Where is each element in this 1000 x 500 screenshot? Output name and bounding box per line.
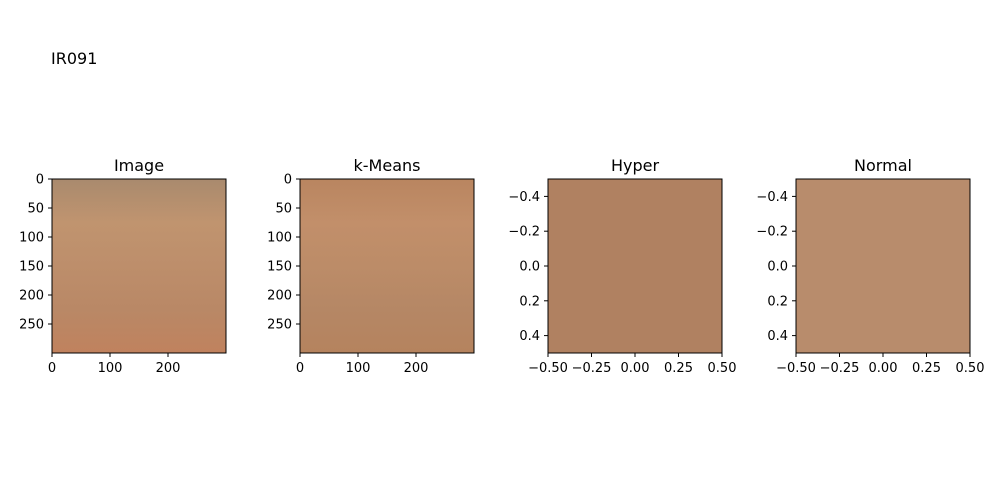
x-tick-label: −0.50	[528, 361, 568, 376]
y-tick-label: 200	[267, 289, 292, 304]
y-tick-label: 200	[19, 289, 44, 304]
x-tick-label: −0.50	[776, 361, 816, 376]
y-tick-label: 0.4	[767, 329, 788, 344]
y-tick-label: −0.4	[508, 190, 540, 205]
x-tick-label: 0.50	[708, 361, 737, 376]
y-tick-label: 0	[284, 173, 292, 188]
x-tick-label: 0.00	[621, 361, 650, 376]
panel-1: k-Means 0 100 200 0 50 100 150 200 250	[267, 156, 475, 376]
y-tick-label: 0.2	[767, 294, 788, 309]
x-tick-label: 0.00	[869, 361, 898, 376]
panel-2: Hyper −0.50 −0.25 0.00 0.25 0.50 −0.4 −0.2 0.0 0.…	[508, 156, 736, 376]
y-tick-label: −0.4	[756, 190, 788, 205]
y-tick-label: −0.2	[508, 225, 540, 240]
panel-0: Image 0 100 200 0 50 100 150 200 250	[19, 156, 227, 376]
x-tick-label: 0	[296, 361, 304, 376]
y-tick-label: 50	[27, 202, 44, 217]
x-tick-label: 200	[156, 361, 181, 376]
x-tick-label: 200	[404, 361, 429, 376]
y-tick-label: 100	[19, 231, 44, 246]
x-tick-label: 0	[48, 361, 56, 376]
x-tick-label: 0.25	[912, 361, 941, 376]
y-tick-label: 250	[19, 318, 44, 333]
y-tick-label: 50	[275, 202, 292, 217]
panel-title: Image	[114, 156, 164, 175]
y-tick-label: 250	[267, 318, 292, 333]
x-tick-label: −0.25	[820, 361, 860, 376]
x-tick-label: 100	[98, 361, 123, 376]
image-area	[52, 179, 226, 353]
x-tick-label: 0.50	[956, 361, 985, 376]
y-tick-label: −0.2	[756, 225, 788, 240]
image-area	[300, 179, 474, 353]
image-area	[548, 179, 722, 353]
y-tick-label: 0.2	[519, 294, 540, 309]
panel-title: Normal	[854, 156, 912, 175]
panel-3: Normal −0.50 −0.25 0.00 0.25 0.50 −0.4 −0.2 0.0 0…	[756, 156, 984, 376]
x-tick-label: −0.25	[572, 361, 612, 376]
x-tick-label: 100	[346, 361, 371, 376]
y-tick-label: 100	[267, 231, 292, 246]
panel-title: k-Means	[354, 156, 421, 175]
image-area	[796, 179, 970, 353]
y-tick-label: 0	[36, 173, 44, 188]
figure-suptitle: IR091	[51, 49, 97, 68]
y-tick-label: 150	[267, 260, 292, 275]
x-tick-label: 0.25	[664, 361, 693, 376]
y-tick-label: 0.0	[519, 260, 540, 275]
y-tick-label: 0.4	[519, 329, 540, 344]
y-tick-label: 0.0	[767, 260, 788, 275]
y-tick-label: 150	[19, 260, 44, 275]
panel-title: Hyper	[611, 156, 660, 175]
